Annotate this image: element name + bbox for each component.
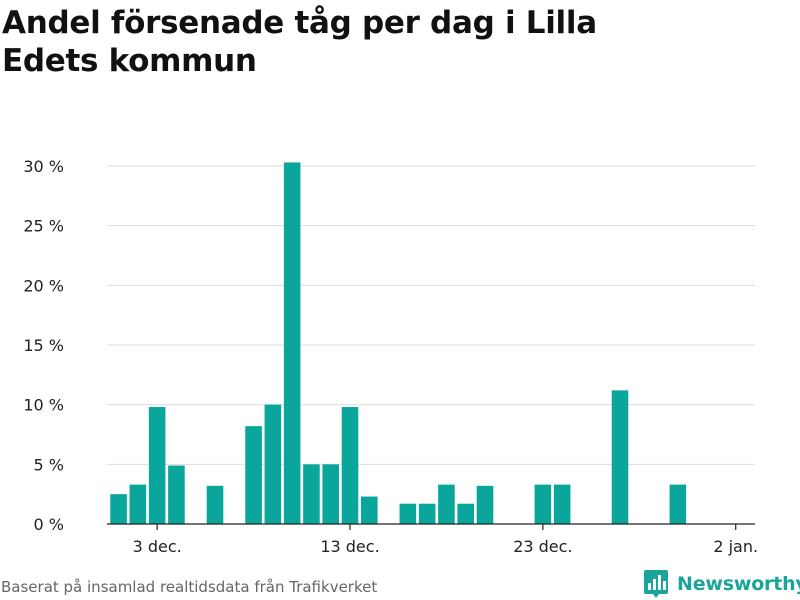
bar (245, 426, 262, 524)
bar (457, 503, 475, 524)
bar (438, 484, 455, 524)
bar (341, 407, 359, 524)
bar (110, 494, 127, 524)
bar (418, 503, 436, 524)
bar (360, 496, 378, 524)
y-tick-label: 25 % (23, 217, 64, 236)
bar (322, 464, 340, 524)
bar (476, 485, 494, 524)
bar (553, 484, 571, 524)
y-tick-label: 20 % (23, 276, 64, 295)
y-tick-label: 15 % (23, 336, 64, 355)
newsworthy-logo-icon (644, 570, 668, 598)
y-tick-label: 0 % (34, 515, 64, 534)
bar (168, 465, 185, 524)
x-tick-label: 3 dec. (133, 537, 182, 556)
source-note: Baserat på insamlad realtidsdata från Tr… (1, 578, 378, 596)
x-axis: 3 dec. 13 dec. 23 dec. 2 jan. (107, 523, 758, 556)
y-tick-label: 30 % (23, 157, 64, 176)
x-tick-label: 13 dec. (320, 537, 379, 556)
brand-name: Newsworthy (677, 573, 800, 595)
bar (534, 484, 552, 524)
brand-logo[interactable]: Newsworthy (643, 568, 800, 600)
bar (669, 484, 687, 524)
bar (303, 464, 320, 524)
chart-title: Andel försenade tåg per dag i Lilla Edet… (2, 5, 597, 79)
bar (129, 484, 147, 524)
bars (110, 162, 687, 525)
gridlines (107, 165, 755, 465)
y-tick-label: 10 % (23, 396, 64, 415)
bar (399, 503, 417, 524)
y-axis: 0 % 5 % 10 % 15 % 20 % 25 % 30 % (23, 157, 64, 534)
bar (283, 162, 301, 525)
x-tick-label: 2 jan. (713, 537, 758, 556)
x-tick-label: 23 dec. (513, 537, 572, 556)
bar (148, 407, 166, 524)
bar (264, 404, 282, 524)
y-tick-label: 5 % (34, 455, 64, 474)
bar (206, 485, 224, 524)
bar (611, 390, 629, 524)
